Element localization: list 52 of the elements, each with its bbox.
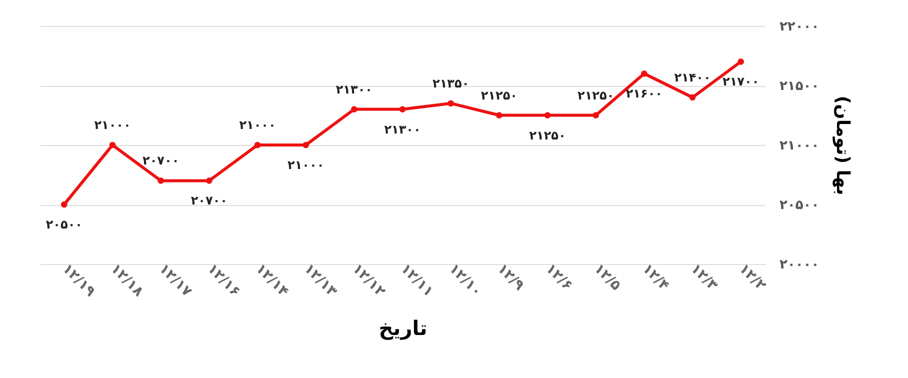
x-tick-label: ۱۲/۶ bbox=[542, 260, 576, 294]
point bbox=[496, 112, 502, 118]
data-label: ۲۱۳۵۰ bbox=[432, 76, 470, 90]
data-label: ۲۱۰۰۰ bbox=[94, 118, 131, 132]
point bbox=[689, 94, 696, 101]
y-tick-label: ۲۰۰۰۰ bbox=[780, 258, 820, 272]
data-label: ۲۱۲۵۰ bbox=[578, 88, 614, 102]
point bbox=[399, 106, 406, 112]
point bbox=[351, 106, 358, 112]
x-axis-title: تاریخ bbox=[378, 316, 428, 340]
y-tick-label: ۲۲۰۰۰ bbox=[780, 20, 820, 34]
x-tick-label: ۱۲/۱۰ bbox=[446, 260, 485, 300]
x-tick-label: ۱۲/۲ bbox=[736, 260, 770, 294]
y-tick-label: ۲۰۵۰۰ bbox=[780, 198, 820, 213]
x-tick-label: ۱۲/۱۳ bbox=[300, 260, 340, 300]
data-label: ۲۱۴۰۰ bbox=[674, 70, 711, 84]
point bbox=[544, 112, 551, 118]
x-tick-label: ۱۲/۵ bbox=[590, 260, 624, 294]
data-label: ۲۱۰۰۰ bbox=[239, 118, 276, 132]
x-tick-label: ۱۲/۱۶ bbox=[204, 260, 244, 300]
x-tick-label: ۱۲/۱۹ bbox=[59, 260, 98, 300]
x-tick-label: ۱۲/۱۸ bbox=[107, 260, 147, 300]
point bbox=[641, 70, 648, 77]
point bbox=[109, 142, 116, 148]
data-label: ۲۱۰۰۰ bbox=[288, 158, 324, 172]
data-label: ۲۱۳۰۰ bbox=[336, 82, 372, 96]
y-axis-title: بها (تومان) bbox=[832, 96, 854, 196]
x-tick-label: ۱۲/۱۴ bbox=[252, 260, 292, 300]
data-label: ۲۰۵۰۰ bbox=[46, 218, 82, 232]
point bbox=[61, 201, 68, 208]
y-tick-label: ۲۱۵۰۰ bbox=[780, 79, 820, 94]
point bbox=[738, 58, 744, 65]
point bbox=[158, 178, 164, 184]
x-tick-label: ۱۲/۳ bbox=[687, 260, 721, 294]
data-label: ۲۰۷۰۰ bbox=[190, 194, 228, 208]
x-tick-label: ۱۲/۴ bbox=[639, 260, 672, 294]
x-tick-label: ۱۲/۱۷ bbox=[156, 260, 196, 300]
y-tick-label: ۲۱۰۰۰ bbox=[780, 138, 820, 154]
data-label: ۲۱۶۰۰ bbox=[626, 86, 662, 101]
data-label: ۲۰۷۰۰ bbox=[142, 154, 180, 168]
data-label: ۲۱۲۵۰ bbox=[529, 128, 566, 142]
data-label: ۲۱۷۰۰ bbox=[722, 74, 760, 89]
data-label: ۲۱۲۵۰ bbox=[480, 88, 518, 102]
point bbox=[206, 178, 212, 184]
data-label: ۲۱۳۰۰ bbox=[384, 122, 421, 136]
x-tick-label: ۱۲/۱۲ bbox=[349, 260, 388, 300]
point bbox=[302, 142, 309, 148]
point bbox=[448, 100, 454, 107]
point bbox=[592, 112, 599, 118]
point bbox=[254, 142, 261, 148]
x-tick-label: ۱۲/۹ bbox=[494, 260, 528, 294]
x-tick-label: ۱۲/۱۱ bbox=[397, 260, 436, 300]
